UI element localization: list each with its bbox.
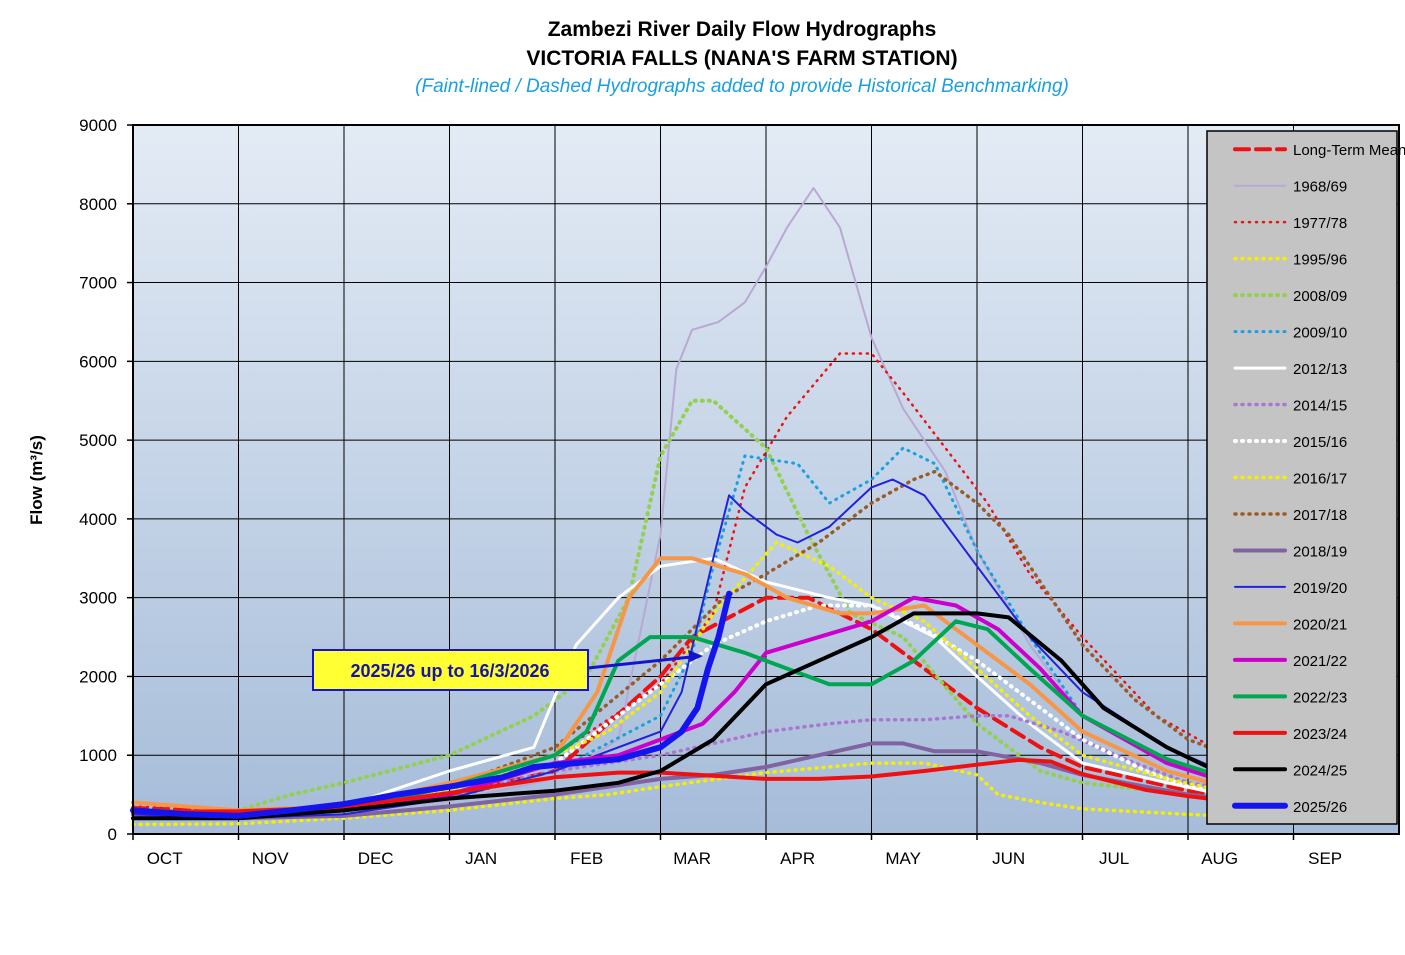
x-tick-label: NOV bbox=[252, 849, 290, 868]
legend-box bbox=[1206, 130, 1398, 825]
legend-label: 2023/24 bbox=[1293, 726, 1347, 743]
legend-label: 2017/18 bbox=[1293, 507, 1347, 524]
y-tick-label: 9000 bbox=[79, 116, 117, 135]
legend-label: 2012/13 bbox=[1293, 361, 1347, 378]
y-tick-label: 6000 bbox=[79, 352, 117, 371]
series-lines bbox=[130, 187, 1370, 827]
annotation-label: 2025/26 up to 16/3/2026 bbox=[350, 661, 549, 681]
series-line-2024-25 bbox=[131, 611, 1370, 821]
x-tick-label: JUL bbox=[1099, 849, 1129, 868]
y-tick-label: 2000 bbox=[79, 667, 117, 686]
legend-label: 2020/21 bbox=[1293, 616, 1347, 633]
legend-label: 2015/16 bbox=[1293, 434, 1347, 451]
series-line-2022-23 bbox=[131, 619, 1370, 816]
x-tick-label: SEP bbox=[1308, 849, 1342, 868]
series-line-2012-13 bbox=[131, 556, 1369, 816]
legend-label: 2018/19 bbox=[1293, 543, 1347, 560]
series-line-1995-96 bbox=[131, 761, 1370, 827]
legend-label: 1995/96 bbox=[1293, 252, 1347, 269]
annotation-arrowhead bbox=[688, 650, 703, 662]
y-tick-label: 8000 bbox=[79, 195, 117, 214]
series-line-2008-09 bbox=[131, 398, 1370, 819]
legend-label: 2009/10 bbox=[1293, 325, 1347, 342]
x-tick-label: APR bbox=[780, 849, 815, 868]
legend-label: Long-Term Mean bbox=[1293, 142, 1405, 159]
y-axis-ticks: 0 1000 2000 3000 4000 5000 6000 7000 8000 9000 bbox=[79, 116, 133, 844]
series-line-2020-21 bbox=[131, 556, 1370, 813]
y-tick-label: 1000 bbox=[79, 746, 117, 765]
legend-label: 1977/78 bbox=[1293, 215, 1347, 232]
series-line-1968-69 bbox=[132, 187, 1369, 816]
legend: Long-Term Mean 1968/69 1977/78 1995/96 2008/… bbox=[1206, 130, 1405, 825]
y-tick-label: 4000 bbox=[79, 510, 117, 529]
legend-label: 2014/15 bbox=[1293, 398, 1347, 415]
series-line-2023-24 bbox=[131, 757, 1370, 818]
y-tick-label: 5000 bbox=[79, 431, 117, 450]
y-axis-label: Flow (m³/s) bbox=[27, 435, 46, 525]
annotation: 2025/26 up to 16/3/2026 bbox=[312, 649, 703, 691]
legend-label: 2022/23 bbox=[1293, 689, 1347, 706]
y-tick-label: 0 bbox=[108, 825, 117, 844]
chart-note: (Faint-lined / Dashed Hydrographs added … bbox=[415, 76, 1069, 97]
x-tick-label: AUG bbox=[1201, 849, 1238, 868]
chart-title: Zambezi River Daily Flow Hydrographs bbox=[547, 18, 937, 41]
legend-label: 2025/26 bbox=[1293, 799, 1347, 816]
x-tick-label: DEC bbox=[358, 849, 394, 868]
legend-label: 1968/69 bbox=[1293, 179, 1347, 196]
legend-label: 2016/17 bbox=[1293, 471, 1347, 488]
chart-subtitle: VICTORIA FALLS (NANA'S FARM STATION) bbox=[526, 47, 958, 70]
x-tick-label: MAR bbox=[673, 849, 711, 868]
x-tick-label: FEB bbox=[570, 849, 603, 868]
annotation-box bbox=[312, 649, 589, 691]
legend-label: 2024/25 bbox=[1293, 762, 1347, 779]
x-tick-label: MAY bbox=[885, 849, 921, 868]
annotation-arrow bbox=[587, 654, 701, 670]
y-tick-label: 7000 bbox=[79, 274, 117, 293]
series-line-2025-26 bbox=[130, 590, 733, 819]
legend-label: 2008/09 bbox=[1293, 288, 1347, 305]
legend-label: 2019/20 bbox=[1293, 580, 1347, 597]
x-tick-label: OCT bbox=[147, 849, 183, 868]
x-tick-label: JAN bbox=[465, 849, 497, 868]
y-tick-label: 3000 bbox=[79, 589, 117, 608]
legend-label: 2021/22 bbox=[1293, 653, 1347, 670]
x-tick-label: JUN bbox=[992, 849, 1025, 868]
x-axis-ticks: OCT NOV DEC JAN FEB MAR APR MAY JUN JUL AUG SEP bbox=[132, 834, 1342, 868]
grid-lines bbox=[133, 125, 1399, 834]
